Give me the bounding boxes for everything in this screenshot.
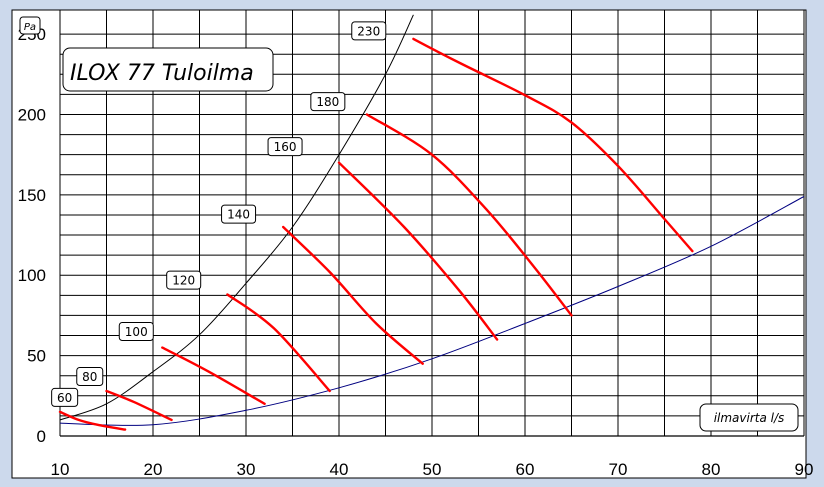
x-axis-label: ilmavirta l/s — [714, 411, 785, 425]
curve-label-80: 80 — [76, 367, 104, 387]
upper-limit-curve — [59, 14, 414, 421]
chart-title: ILOX 77 Tuloilma — [70, 61, 254, 86]
y-tick-label: 100 — [18, 266, 46, 285]
svg-text:100: 100 — [125, 325, 148, 339]
y-tick-label: 0 — [37, 427, 46, 446]
x-tick-label: 90 — [795, 460, 814, 479]
y-unit-box: Pa — [19, 16, 41, 35]
curve-label-160: 160 — [267, 137, 303, 157]
curves — [58, 14, 805, 431]
curve-label-140: 140 — [221, 204, 257, 224]
lower-limit-curve — [59, 196, 805, 426]
curve-230 — [412, 37, 694, 253]
svg-text:60: 60 — [57, 391, 72, 405]
title-box: ILOX 77 Tuloilma — [62, 47, 274, 92]
x-tick-label: 30 — [237, 460, 256, 479]
speed-labels: 60 80 100 120 140 160 180 230 — [51, 21, 387, 407]
svg-text:120: 120 — [172, 274, 195, 288]
y-tick-label: 50 — [27, 347, 46, 366]
curve-160 — [337, 161, 499, 341]
x-tick-label: 50 — [423, 460, 442, 479]
svg-text:160: 160 — [274, 140, 297, 154]
curve-label-60: 60 — [51, 387, 79, 407]
x-tick-label: 70 — [609, 460, 628, 479]
x-unit-box: ilmavirta l/s — [699, 403, 799, 432]
y-tick-label: 200 — [18, 105, 46, 124]
grid — [59, 10, 805, 437]
x-tick-label: 10 — [51, 460, 70, 479]
x-tick-label: 80 — [702, 460, 721, 479]
svg-text:230: 230 — [357, 24, 380, 38]
curve-140 — [282, 225, 424, 365]
x-tick-labels: 10 20 30 40 50 60 70 80 90 — [51, 460, 814, 479]
svg-text:140: 140 — [227, 208, 250, 222]
curve-80 — [105, 389, 173, 422]
curve-label-180: 180 — [310, 92, 346, 112]
svg-text:80: 80 — [82, 370, 97, 384]
curve-120 — [226, 293, 331, 393]
curve-100 — [161, 346, 266, 405]
x-tick-label: 60 — [516, 460, 535, 479]
x-tick-label: 20 — [144, 460, 163, 479]
curve-180 — [365, 113, 573, 317]
curve-label-100: 100 — [118, 322, 154, 342]
curve-label-120: 120 — [166, 270, 202, 290]
svg-text:180: 180 — [316, 95, 339, 109]
curve-60 — [58, 410, 127, 431]
y-tick-label: 150 — [18, 186, 46, 205]
curve-label-230: 230 — [351, 21, 387, 41]
x-tick-label: 40 — [330, 460, 349, 479]
y-axis-unit: Pa — [24, 22, 36, 33]
